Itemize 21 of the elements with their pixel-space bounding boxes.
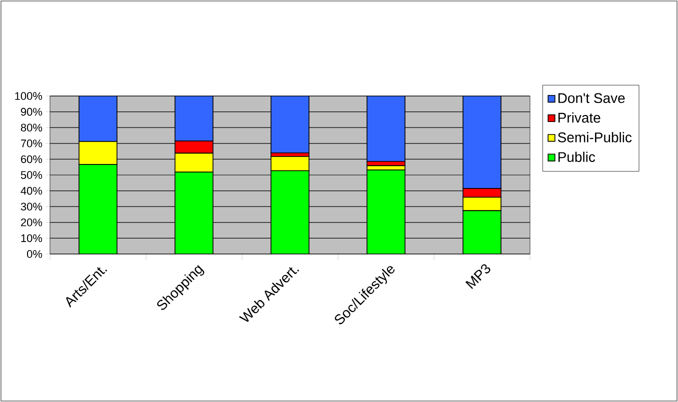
y-tick-label: 90% xyxy=(20,108,42,116)
bar xyxy=(366,96,406,162)
legend-label: Don't Save xyxy=(558,93,625,104)
y-tick-label: 0% xyxy=(26,250,42,258)
bar xyxy=(78,96,118,142)
y-tick-label: 20% xyxy=(21,218,42,226)
bar xyxy=(462,96,502,189)
y-tick-label: 30% xyxy=(20,202,42,210)
y-tick-label: 40% xyxy=(20,186,42,195)
legend-label: Semi-Public xyxy=(558,132,632,142)
bar xyxy=(366,161,406,166)
y-tick-label: 50% xyxy=(20,171,42,179)
y-tick-label: 70% xyxy=(21,140,42,148)
legend-label: Public xyxy=(558,152,596,162)
bar xyxy=(174,96,214,142)
y-tick-label: 60% xyxy=(21,155,42,164)
legend-label: Private xyxy=(558,112,600,123)
y-tick-label: 80% xyxy=(20,124,42,132)
y-tick-label: 100% xyxy=(15,92,42,100)
bar xyxy=(270,96,310,154)
y-tick-label: 10% xyxy=(21,234,42,242)
